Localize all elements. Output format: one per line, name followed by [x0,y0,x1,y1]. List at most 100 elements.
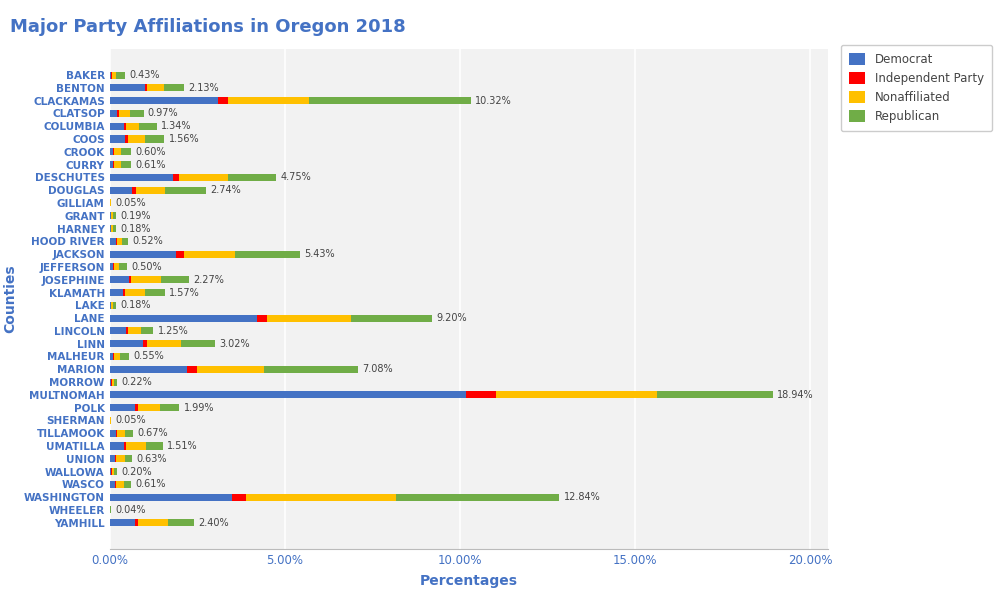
Bar [183,251,234,257]
Bar [110,148,114,156]
Bar [176,251,183,257]
Bar [257,315,267,321]
Bar [197,366,264,373]
Bar [110,481,116,488]
Bar [110,366,186,373]
Text: 0.63%: 0.63% [136,454,166,464]
Bar [122,148,131,156]
Bar [112,379,115,386]
Bar [126,328,128,334]
Bar [143,340,148,347]
Bar [125,442,126,450]
Bar [110,187,133,194]
Bar [110,135,126,143]
Bar [396,493,559,501]
Bar [113,302,116,309]
Text: 4.75%: 4.75% [280,173,311,182]
Text: 1.57%: 1.57% [168,287,199,298]
Bar [179,174,228,181]
Bar [166,187,205,194]
X-axis label: Percentages: Percentages [420,574,517,588]
Text: 1.56%: 1.56% [168,134,199,144]
Bar [267,315,351,321]
Bar [126,442,146,450]
Text: 0.55%: 0.55% [134,351,164,362]
Bar [128,328,142,334]
Bar [110,97,218,104]
Bar [110,264,114,270]
Bar [135,404,138,411]
Bar [111,225,113,232]
Bar [657,392,773,398]
Bar [148,340,180,347]
Bar [114,161,115,168]
Bar [114,148,115,156]
Text: 1.99%: 1.99% [183,403,214,412]
Bar [168,519,193,526]
Bar [128,135,146,143]
Text: 3.02%: 3.02% [219,339,250,349]
Bar [126,135,128,143]
Text: 0.61%: 0.61% [136,160,166,170]
Bar [110,392,466,398]
Bar [110,404,135,411]
Bar [234,251,300,257]
Bar [110,238,116,245]
Bar [142,328,154,334]
Bar [110,84,145,92]
Bar [115,161,122,168]
Bar [136,187,166,194]
Bar [110,251,176,257]
Text: 0.19%: 0.19% [121,211,151,221]
Text: 0.52%: 0.52% [132,236,163,246]
Bar [135,519,139,526]
Bar [124,123,127,130]
Bar [111,212,113,219]
Bar [165,84,184,92]
Bar [145,84,148,92]
Text: 0.05%: 0.05% [116,198,147,208]
Text: 0.61%: 0.61% [136,479,166,489]
Text: 1.34%: 1.34% [161,121,191,131]
Text: 0.43%: 0.43% [129,70,160,80]
Bar [110,328,126,334]
Text: 0.18%: 0.18% [121,223,151,234]
Bar [232,493,245,501]
Bar [110,455,116,462]
Bar [496,392,657,398]
Text: 2.27%: 2.27% [193,274,224,285]
Bar [186,366,197,373]
Bar [110,123,124,130]
Bar [162,276,189,283]
Bar [138,404,160,411]
Bar [117,238,122,245]
Bar [116,71,125,79]
Bar [148,84,165,92]
Text: 1.25%: 1.25% [158,326,188,336]
Text: 2.13%: 2.13% [188,83,219,93]
Bar [118,110,119,117]
Text: 7.08%: 7.08% [362,364,393,375]
Text: 2.74%: 2.74% [209,185,240,195]
Text: 0.60%: 0.60% [135,147,166,157]
Bar [110,276,129,283]
Bar [351,315,432,321]
Bar [112,468,115,475]
Bar [110,315,257,321]
Text: 12.84%: 12.84% [563,492,600,502]
Bar [180,340,215,347]
Bar [116,429,118,437]
Bar [125,289,145,296]
Bar [113,225,116,232]
Bar [126,429,134,437]
Bar [110,302,111,309]
Bar [110,174,172,181]
Text: 0.04%: 0.04% [116,505,146,515]
Bar [130,110,144,117]
Bar [110,225,111,232]
Bar [116,481,124,488]
Bar [132,276,162,283]
Bar [120,353,129,360]
Bar [172,174,179,181]
Text: 0.50%: 0.50% [132,262,162,272]
